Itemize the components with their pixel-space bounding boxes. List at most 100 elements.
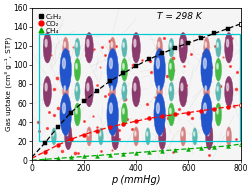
Circle shape [43,76,52,107]
Circle shape [134,83,136,91]
Circle shape [64,42,66,47]
Circle shape [156,58,159,69]
Circle shape [156,103,159,113]
Circle shape [225,76,233,107]
Circle shape [179,33,187,63]
Circle shape [134,127,139,146]
Circle shape [75,38,80,57]
Circle shape [158,86,160,91]
Circle shape [45,39,47,47]
X-axis label: p (mmHg): p (mmHg) [111,175,161,185]
Circle shape [110,58,112,69]
Circle shape [111,86,112,91]
Circle shape [74,58,81,81]
Circle shape [154,94,165,136]
Circle shape [227,131,229,136]
Circle shape [76,108,77,114]
Y-axis label: Gas uptake (cm³ g⁻¹, STP): Gas uptake (cm³ g⁻¹, STP) [4,37,12,131]
Circle shape [226,127,231,146]
Circle shape [45,83,47,91]
Circle shape [215,58,222,81]
Circle shape [216,38,221,57]
Circle shape [87,39,89,47]
Circle shape [123,86,124,91]
Circle shape [100,132,101,136]
Circle shape [217,108,218,114]
Circle shape [205,42,206,47]
Circle shape [123,108,124,114]
Circle shape [227,83,229,91]
Circle shape [160,129,162,136]
Circle shape [62,103,65,113]
Circle shape [74,103,81,126]
Circle shape [181,83,183,91]
Circle shape [194,132,195,136]
Circle shape [203,58,206,69]
Circle shape [180,127,186,146]
Circle shape [76,43,77,47]
Circle shape [110,37,115,58]
Circle shape [182,131,183,136]
Circle shape [146,128,150,145]
Circle shape [107,49,118,91]
Circle shape [216,82,221,101]
Circle shape [53,132,54,136]
Circle shape [60,94,71,136]
Circle shape [169,82,174,101]
Circle shape [88,131,89,136]
Circle shape [204,37,209,58]
Circle shape [201,94,212,136]
Circle shape [205,86,206,91]
Circle shape [85,33,93,63]
Circle shape [63,81,69,102]
Circle shape [85,76,93,107]
Circle shape [65,123,72,150]
Circle shape [181,39,183,47]
Legend: C₂H₂, CO₂, CH₄: C₂H₂, CO₂, CH₄ [37,13,63,35]
Circle shape [203,103,206,113]
Circle shape [87,83,89,91]
Circle shape [63,37,69,58]
Circle shape [132,33,140,63]
Circle shape [169,38,174,57]
Circle shape [134,39,136,47]
Circle shape [215,103,222,126]
Circle shape [64,86,66,91]
Circle shape [132,76,140,107]
Circle shape [43,33,52,63]
Circle shape [157,81,163,102]
Circle shape [193,128,197,145]
Circle shape [204,81,209,102]
Circle shape [158,42,160,47]
Circle shape [154,49,165,91]
Circle shape [123,43,124,47]
Circle shape [157,37,163,58]
Circle shape [170,108,171,114]
Circle shape [60,49,71,91]
Circle shape [159,123,166,150]
Circle shape [168,103,175,126]
Circle shape [168,58,175,81]
Bar [39,34,240,141]
Circle shape [217,86,218,91]
Circle shape [225,33,233,63]
Circle shape [123,63,124,69]
Circle shape [62,58,65,69]
Circle shape [75,82,80,101]
Circle shape [112,123,119,150]
Circle shape [121,58,128,81]
Circle shape [111,42,112,47]
Circle shape [76,86,77,91]
Circle shape [113,129,115,136]
Circle shape [66,129,68,136]
Circle shape [99,128,103,145]
Circle shape [121,103,128,126]
Circle shape [227,39,229,47]
Circle shape [170,43,171,47]
Circle shape [217,43,218,47]
Circle shape [147,132,148,136]
Circle shape [86,127,92,146]
Circle shape [170,63,171,69]
Circle shape [76,63,77,69]
Circle shape [110,103,112,113]
